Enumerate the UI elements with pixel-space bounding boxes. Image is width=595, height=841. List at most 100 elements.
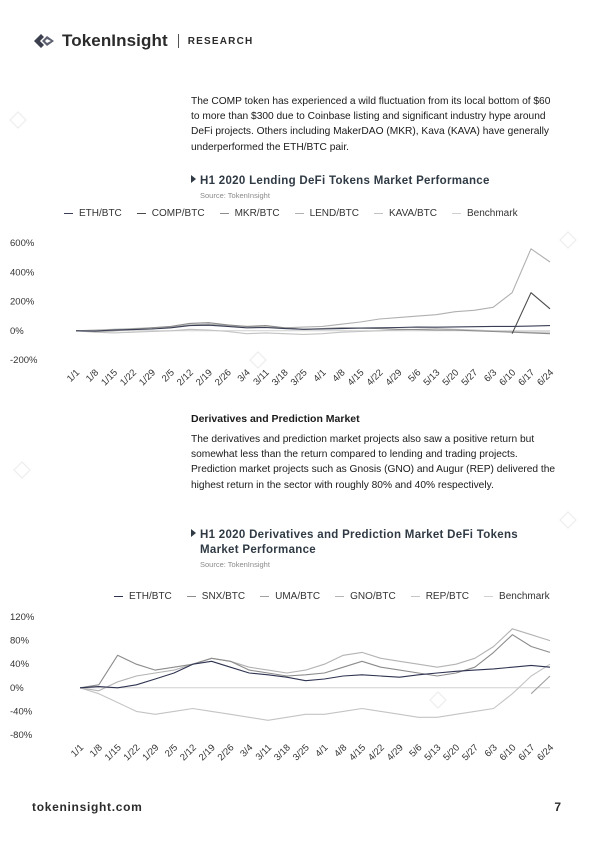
x-tick-label: 1/8: [84, 367, 101, 384]
chart2-legend: ETH/BTC SNX/BTC UMA/BTC GNO/BTC REP/BTC Bench…: [114, 591, 565, 602]
x-tick-label: 4/29: [385, 742, 406, 763]
chart2-plot: -80%-40%0%40%80%120%1/1 1/81/151/221/29 2/…: [10, 612, 556, 763]
legend-swatch: [64, 212, 73, 215]
series-line-4: [79, 663, 551, 721]
legend-item-2: MKR/BTC: [219, 208, 280, 219]
y-tick-label: -40%: [10, 706, 33, 717]
y-tick-label: -80%: [10, 730, 33, 741]
chart2-title-line1: H1 2020 Derivatives and Prediction Marke…: [200, 529, 518, 541]
y-tick-label: 0%: [10, 326, 24, 337]
tokeninsight-logo-icon: [34, 34, 54, 48]
y-tick-label: 600%: [10, 238, 35, 249]
x-tick-label: 1/22: [118, 367, 139, 388]
legend-label: Benchmark: [499, 591, 550, 602]
x-tick-label: 6/10: [498, 742, 519, 763]
header: TokenInsight RESEARCH: [32, 28, 253, 54]
x-tick-label: 2/12: [178, 742, 199, 763]
x-tick-label: 5/27: [460, 742, 481, 763]
x-tick-label: 3/4: [238, 742, 255, 759]
legend-label: MKR/BTC: [234, 208, 280, 219]
legend-item-4: REP/BTC: [410, 591, 470, 602]
legend-swatch: [335, 595, 345, 598]
x-tick-label: 1/8: [88, 742, 105, 759]
x-tick-label: 1/1: [69, 742, 86, 759]
chart1-title-text: H1 2020 Lending DeFi Tokens Market Perfo…: [200, 175, 490, 187]
x-tick-label: 5/13: [422, 742, 443, 763]
series-line-3: [75, 248, 551, 332]
chart2-title: H1 2020 Derivatives and Prediction Marke…: [191, 528, 551, 558]
x-tick-label: 5/27: [459, 367, 480, 388]
derivatives-paragraph: The derivatives and prediction market pr…: [191, 434, 556, 491]
legend-label: REP/BTC: [425, 591, 470, 602]
series-line-2: [530, 675, 551, 695]
legend-swatch: [186, 595, 196, 598]
legend-swatch: [136, 212, 146, 215]
x-tick-label: 1/15: [99, 367, 120, 388]
series-line-4: [75, 328, 550, 335]
legend-label: COMP/BTC: [151, 208, 205, 219]
x-tick-label: 5/13: [422, 367, 443, 388]
x-tick-label: 4/29: [384, 367, 405, 388]
x-tick-label: 5/20: [440, 367, 461, 388]
legend-item-5: Benchmark: [452, 208, 518, 219]
y-tick-label: 0%: [10, 683, 24, 694]
x-tick-label: 2/19: [197, 742, 218, 763]
legend-item-3: LEND/BTC: [294, 208, 359, 219]
legend-item-2: UMA/BTC: [260, 591, 320, 602]
legend-item-3: GNO/BTC: [335, 591, 396, 602]
x-tick-label: 3/11: [254, 742, 274, 762]
x-tick-label: 4/22: [365, 367, 386, 388]
legend-swatch: [219, 212, 229, 215]
triangle-bullet-icon: [191, 529, 196, 537]
legend-item-0: ETH/BTC: [64, 208, 122, 219]
x-tick-label: 5/20: [441, 742, 462, 763]
x-tick-label: 4/15: [347, 742, 368, 763]
x-tick-label: 6/10: [497, 367, 518, 388]
chart2-title-line2: Market Performance: [200, 544, 316, 556]
legend-item-1: SNX/BTC: [186, 591, 246, 602]
legend-item-1: COMP/BTC: [136, 208, 205, 219]
x-tick-label: 2/26: [216, 742, 237, 763]
chart1-legend: ETH/BTC COMP/BTC MKR/BTC LEND/BTC KAVA/BTC Be…: [64, 208, 533, 219]
legend-swatch: [410, 595, 420, 598]
x-tick-label: 2/26: [213, 367, 234, 388]
x-tick-label: 6/24: [535, 742, 556, 763]
x-tick-label: 3/4: [236, 367, 253, 384]
x-tick-label: 5/6: [407, 742, 424, 759]
y-tick-label: 200%: [10, 297, 35, 308]
y-tick-label: 80%: [10, 636, 30, 647]
chart1-source: Source: TokenInsight: [200, 191, 270, 200]
series-line-0: [75, 324, 551, 332]
x-tick-label: 4/8: [330, 367, 347, 384]
x-tick-label: 3/18: [270, 367, 291, 388]
legend-swatch: [260, 595, 270, 598]
legend-label: SNX/BTC: [201, 591, 246, 602]
legend-swatch: [114, 595, 123, 598]
chart1-plot: -200% 0% 200% 400% 600% 1/1 1/81/151/221/29 2/5…: [10, 238, 556, 388]
legend-label: ETH/BTC: [79, 208, 122, 219]
legend-swatch: [294, 212, 304, 215]
y-tick-label: -200%: [10, 355, 38, 366]
intro-paragraph: The COMP token has experienced a wild fl…: [191, 96, 551, 153]
brand-name: TokenInsight: [62, 31, 168, 50]
x-tick-label: 4/22: [366, 742, 387, 763]
x-tick-label: 6/3: [483, 742, 500, 759]
x-tick-label: 2/5: [163, 742, 180, 759]
x-tick-label: 3/11: [251, 367, 271, 387]
x-tick-label: 3/25: [289, 367, 310, 388]
series-line-3: [79, 628, 551, 692]
chart2-source: Source: TokenInsight: [200, 560, 270, 569]
y-tick-label: 120%: [10, 612, 35, 623]
x-tick-label: 4/1: [313, 742, 330, 759]
legend-label: KAVA/BTC: [389, 208, 437, 219]
x-tick-label: 2/12: [175, 367, 196, 388]
legend-label: ETH/BTC: [129, 591, 172, 602]
derivatives-subheading: Derivatives and Prediction Market: [191, 413, 360, 425]
legend-swatch: [452, 212, 461, 215]
x-tick-label: 1/1: [65, 367, 82, 384]
x-tick-label: 1/29: [137, 367, 158, 388]
x-tick-label: 1/22: [122, 742, 143, 763]
legend-item-0: ETH/BTC: [114, 591, 172, 602]
footer-url[interactable]: tokeninsight.com: [32, 800, 143, 814]
legend-label: Benchmark: [467, 208, 518, 219]
